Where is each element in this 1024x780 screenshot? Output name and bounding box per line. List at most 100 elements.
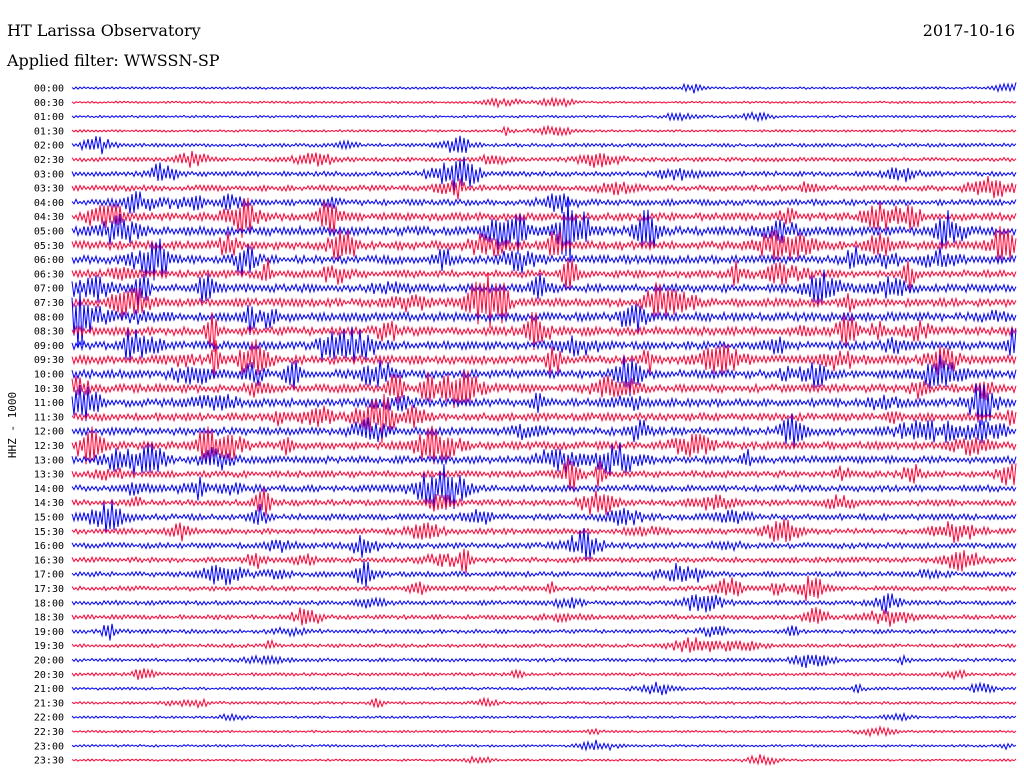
time-label: 15:00 (34, 513, 64, 524)
trace-row (71, 110, 1017, 123)
trace-row (71, 339, 1017, 380)
trace-row (71, 354, 1017, 397)
time-label: 01:30 (34, 126, 64, 137)
time-label: 03:30 (34, 184, 64, 195)
trace-row (71, 739, 1017, 752)
trace-row (71, 383, 1017, 426)
station-title: HT Larissa Observatory (7, 21, 201, 40)
time-label: 03:00 (34, 169, 64, 180)
time-label: 21:00 (34, 684, 64, 695)
trace-row (71, 326, 1017, 364)
trace-row (71, 464, 1017, 510)
trace-row (71, 425, 1017, 466)
time-label: 18:00 (34, 598, 64, 609)
trace-row (71, 500, 1017, 534)
trace-row (71, 96, 1017, 109)
y-axis-label: HHZ - 1000 (6, 392, 19, 458)
time-label: 09:30 (34, 355, 64, 366)
time-label: 05:00 (34, 227, 64, 238)
trace-row (71, 487, 1017, 516)
time-label: 17:00 (34, 570, 64, 581)
time-label: 09:00 (34, 341, 64, 352)
time-label: 23:00 (34, 741, 64, 752)
time-label: 02:00 (34, 141, 64, 152)
trace-row (71, 637, 1017, 653)
trace-row (71, 527, 1017, 561)
trace-row (71, 442, 1017, 477)
time-label: 20:00 (34, 656, 64, 667)
trace-row (71, 198, 1017, 261)
trace-row (71, 607, 1017, 627)
time-label: 07:00 (34, 284, 64, 295)
trace-row (71, 653, 1017, 668)
time-label: 01:00 (34, 112, 64, 123)
time-label: 11:30 (34, 412, 64, 423)
time-label: 06:30 (34, 269, 64, 280)
trace-row (71, 560, 1017, 588)
time-label: 06:00 (34, 255, 64, 266)
trace-row (71, 82, 1017, 94)
trace-row (71, 667, 1017, 681)
time-label: 04:30 (34, 212, 64, 223)
time-label: 08:30 (34, 327, 64, 338)
trace-row (71, 197, 1017, 238)
trace-row (71, 457, 1017, 492)
time-label: 14:00 (34, 484, 64, 495)
trace-row (71, 711, 1017, 723)
time-label: 15:30 (34, 527, 64, 538)
time-label: 00:00 (34, 84, 64, 95)
filter-label: Applied filter: WWSSN-SP (6, 51, 220, 70)
trace-row (71, 593, 1017, 615)
trace-row (71, 156, 1017, 191)
time-label: 22:30 (34, 727, 64, 738)
trace-row (71, 754, 1017, 767)
time-label: 07:30 (34, 298, 64, 309)
time-label: 22:00 (34, 713, 64, 724)
trace-row (71, 518, 1017, 543)
trace-row (71, 413, 1017, 447)
time-label: 10:30 (34, 384, 64, 395)
time-tick-labels: 00:00 00:30 01:00 01:30 02:00 02:30 03:00 03:30… (34, 84, 64, 767)
time-label: 17:30 (34, 584, 64, 595)
traces (71, 82, 1017, 767)
trace-row (71, 290, 1017, 349)
trace-row (71, 393, 1017, 444)
time-label: 12:30 (34, 441, 64, 452)
trace-row (71, 370, 1017, 409)
time-label: 11:00 (34, 398, 64, 409)
time-label: 16:00 (34, 541, 64, 552)
trace-row (71, 175, 1017, 200)
time-label: 02:30 (34, 155, 64, 166)
time-label: 21:30 (34, 698, 64, 709)
time-label: 16:30 (34, 555, 64, 566)
trace-row (71, 226, 1017, 262)
trace-row (71, 191, 1017, 214)
time-label: 14:30 (34, 498, 64, 509)
trace-row (71, 548, 1017, 574)
trace-row (71, 623, 1017, 641)
trace-row (71, 725, 1017, 738)
trace-row (71, 311, 1017, 353)
trace-row (71, 258, 1017, 294)
time-label: 13:00 (34, 455, 64, 466)
trace-row (71, 135, 1017, 155)
time-label: 19:30 (34, 641, 64, 652)
trace-row (71, 238, 1017, 281)
trace-row (71, 575, 1017, 601)
time-label: 19:00 (34, 627, 64, 638)
trace-row (71, 269, 1017, 306)
time-label: 23:30 (34, 756, 64, 767)
trace-row (71, 272, 1017, 329)
time-label: 04:00 (34, 198, 64, 209)
time-label: 12:00 (34, 427, 64, 438)
time-label: 13:30 (34, 470, 64, 481)
trace-row (71, 150, 1017, 168)
time-label: 10:00 (34, 370, 64, 381)
time-label: 00:30 (34, 98, 64, 109)
trace-row (71, 696, 1017, 710)
trace-row (71, 681, 1017, 696)
date-label: 2017-10-16 (923, 21, 1015, 40)
time-label: 18:30 (34, 613, 64, 624)
time-label: 08:00 (34, 312, 64, 323)
